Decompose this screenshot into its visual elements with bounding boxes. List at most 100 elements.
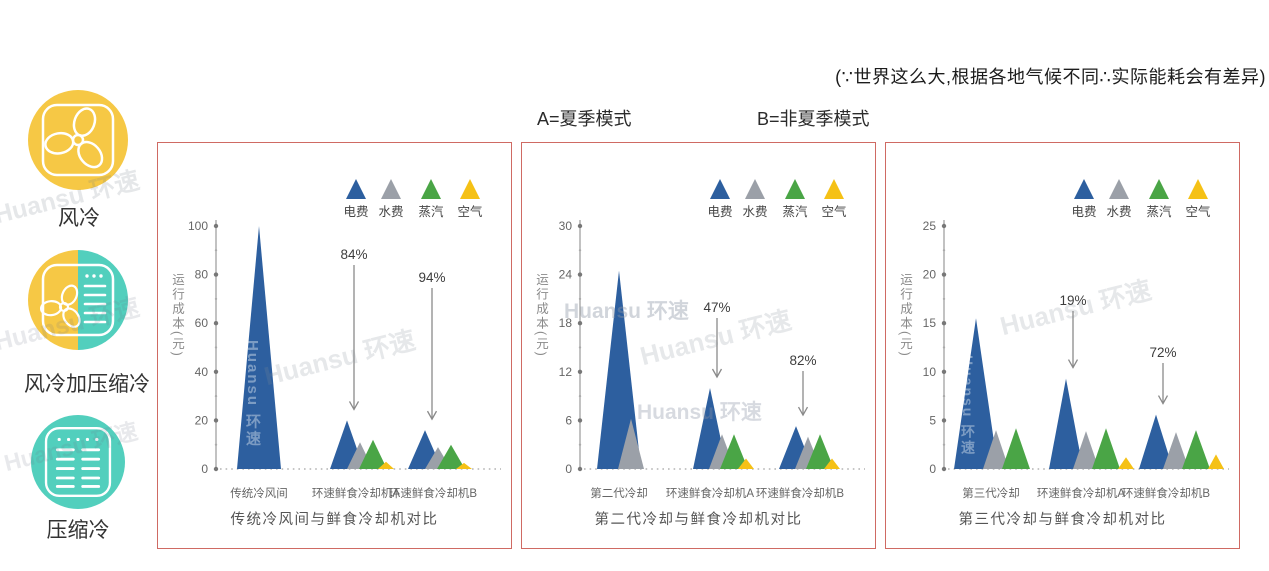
legend-label: 水费 — [742, 205, 767, 219]
chart-title-gen2: 第二代冷却与鲜食冷却机对比 — [594, 512, 803, 528]
y-axis-tick-label: 18 — [559, 316, 573, 330]
y-axis-title: 运行成本(元) — [170, 273, 184, 358]
y-axis-tick-label: 0 — [201, 462, 208, 476]
compression-cooling-label: 压缩冷 — [46, 519, 110, 542]
legend-swatch-3 — [1188, 179, 1208, 199]
legend-swatch-2 — [421, 179, 441, 199]
fan-compressor-icon — [28, 250, 128, 350]
y-axis-tick — [941, 466, 947, 472]
category-label: 环速鲜食冷却机B — [389, 486, 477, 500]
peak-空气-group1 — [738, 458, 754, 469]
chart-panel-traditional: 运行成本(元) 0 20 40 60 80 100 电费 水费 蒸汽 空气 传统冷风间 环速鲜食冷却机… — [157, 142, 512, 549]
peak-电费-group1 — [1049, 378, 1083, 469]
y-axis-tick-label: 12 — [559, 365, 573, 379]
peak-蒸汽-group2 — [1182, 430, 1210, 469]
peak-水费-group0 — [618, 418, 644, 469]
peak-空气-group2 — [1208, 454, 1224, 469]
legend-label: 电费 — [343, 205, 368, 219]
peak-水费-group0 — [983, 430, 1009, 469]
y-axis-tick-label: 5 — [929, 413, 936, 427]
y-axis-minor-tick — [942, 346, 946, 349]
annotation-arrowhead — [348, 401, 360, 411]
peak-电费-group0 — [597, 270, 641, 469]
chart-title-traditional: 传统冷风间与鲜食冷却机对比 — [230, 512, 439, 528]
y-axis-tick-label: 10 — [923, 365, 937, 379]
category-label: 传统冷风间 — [230, 486, 288, 500]
legend-label: 水费 — [378, 205, 403, 219]
chart-panel-gen3: 运行成本(元) 0 5 10 15 20 25 电费 水费 蒸汽 空气 第三代冷却 环速鲜食冷却机A 环… — [885, 142, 1240, 549]
y-axis-minor-tick — [214, 394, 218, 398]
air-plus-compression-item — [28, 250, 128, 350]
air-cooling-label: 风冷 — [58, 207, 100, 230]
peak-蒸汽-group1 — [359, 439, 387, 469]
reduction-percent-label: 82% — [789, 353, 816, 368]
category-label: 环速鲜食冷却机A — [666, 486, 754, 500]
y-axis-title: 运行成本(元) — [898, 273, 912, 358]
legend-swatch-3 — [460, 179, 480, 199]
category-label: 环速鲜食冷却机A — [1037, 486, 1125, 500]
y-axis-tick-label: 25 — [923, 219, 937, 233]
y-axis-tick — [213, 223, 219, 229]
y-axis-tick — [941, 272, 947, 277]
y-axis-tick-label: 0 — [929, 462, 936, 476]
y-axis-minor-tick — [214, 297, 218, 301]
legend-swatch-0 — [710, 179, 730, 199]
legend-label: 蒸汽 — [418, 204, 444, 219]
legend-label: 空气 — [1185, 204, 1211, 219]
fan-icon — [28, 90, 128, 190]
peak-电费-group0 — [954, 318, 998, 469]
chart-title-gen3: 第三代冷却与鲜食冷却机对比 — [958, 512, 1167, 528]
y-axis-title: 运行成本(元) — [534, 273, 548, 358]
legend-label: 空气 — [457, 204, 483, 219]
legend-label: 电费 — [1071, 205, 1096, 219]
y-axis-tick — [577, 369, 583, 374]
legend-label: 蒸汽 — [1146, 204, 1172, 219]
air-cooling-item — [28, 90, 128, 190]
category-label: 环速鲜食冷却机B — [756, 486, 844, 500]
legend-swatch-2 — [785, 179, 805, 199]
y-axis-tick — [577, 418, 583, 423]
chart-panel-gen2: 运行成本(元) 0 6 12 18 24 30 电费 水费 蒸汽 空气 第二代冷却 环速鲜食冷却机A 环… — [521, 142, 876, 549]
reduction-percent-label: 72% — [1149, 345, 1176, 360]
reduction-percent-label: 19% — [1059, 293, 1086, 308]
legend-label: 蒸汽 — [782, 204, 808, 219]
legend-label: 空气 — [821, 204, 847, 219]
peak-蒸汽-group2 — [437, 444, 465, 469]
y-axis-minor-tick — [942, 249, 946, 252]
y-axis-tick — [577, 223, 583, 229]
legend-swatch-2 — [1149, 179, 1169, 199]
peak-空气-group2 — [824, 458, 840, 469]
y-axis-tick-label: 40 — [195, 365, 209, 379]
peak-空气-group2 — [456, 462, 472, 469]
y-axis-tick — [213, 321, 219, 326]
annotation-arrowhead — [711, 368, 723, 379]
y-axis-minor-tick — [942, 394, 946, 398]
category-label: 环速鲜食冷却机B — [1122, 486, 1210, 500]
air-plus-compression-label: 风冷加压缩冷 — [24, 373, 150, 396]
y-axis-minor-tick — [942, 443, 946, 446]
legend-swatch-0 — [346, 179, 366, 199]
climate-disclaimer-note: (∵世界这么大,根据各地气候不同∴实际能耗会有差异) — [835, 67, 1266, 87]
peak-电费-group2 — [1139, 414, 1173, 469]
legend-label: 电费 — [707, 205, 732, 219]
reduction-percent-label: 94% — [418, 270, 445, 285]
y-axis-minor-tick — [214, 346, 218, 349]
legend-swatch-0 — [1074, 179, 1094, 199]
compression-cooling-item — [31, 415, 125, 509]
annotation-arrowhead — [797, 406, 809, 417]
peak-蒸汽-group1 — [1092, 428, 1120, 469]
mode-a-label: A=夏季模式 — [537, 109, 632, 129]
y-axis-tick — [213, 369, 219, 374]
peak-电费-group0 — [237, 226, 281, 469]
y-axis-tick — [577, 272, 583, 277]
peak-水费-group1 — [1073, 431, 1099, 469]
category-label: 环速鲜食冷却机A — [312, 486, 400, 500]
y-axis-minor-tick — [578, 297, 582, 301]
legend-swatch-1 — [745, 179, 765, 199]
legend-swatch-1 — [1109, 179, 1129, 199]
annotation-arrowhead — [1067, 359, 1079, 369]
y-axis-tick-label: 6 — [565, 413, 572, 427]
y-axis-minor-tick — [942, 297, 946, 301]
